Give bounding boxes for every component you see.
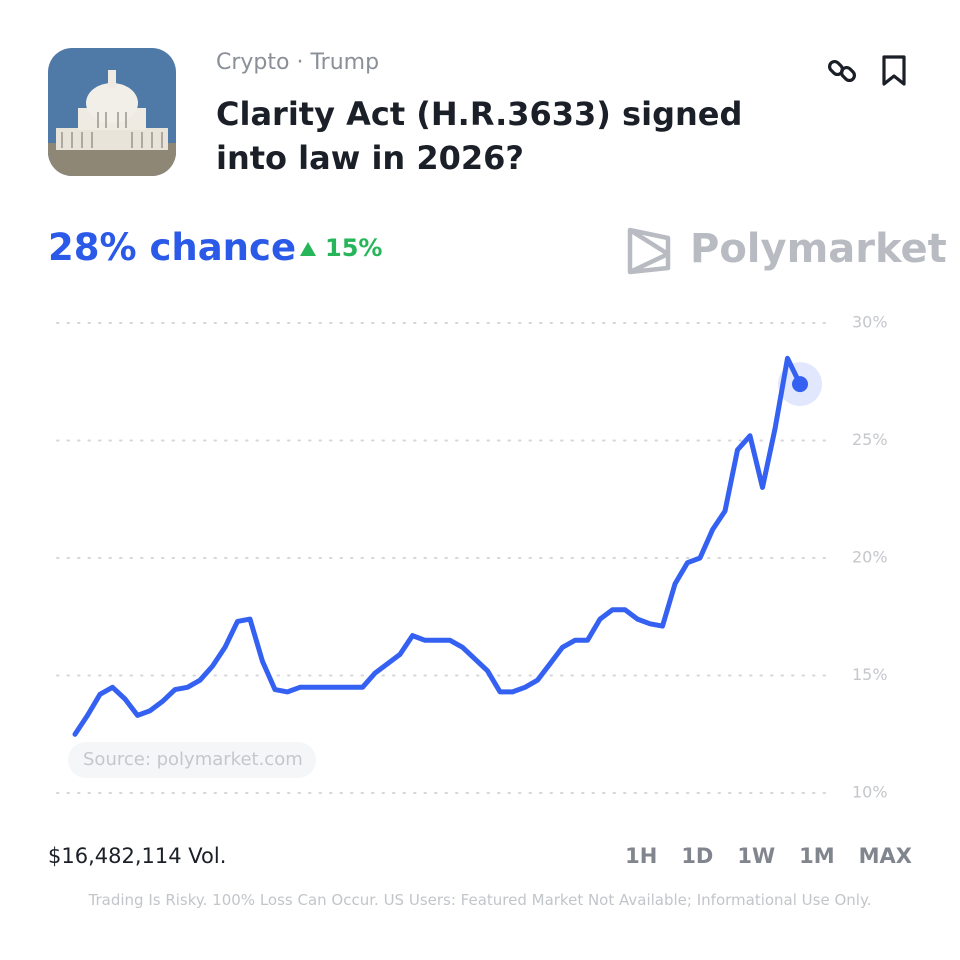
market-image <box>48 48 176 176</box>
brand-logo <box>627 227 671 275</box>
y-tick-label: 10% <box>852 783 888 802</box>
range-button[interactable]: 1H <box>625 844 658 868</box>
volume: $16,482,114 Vol. <box>48 844 227 868</box>
change: 15% <box>325 234 383 262</box>
up-arrow <box>300 242 316 256</box>
price-line <box>72 355 803 737</box>
market-tags: Crypto · Trump <box>216 50 380 75</box>
range-button[interactable]: MAX <box>858 844 912 868</box>
disclaimer: Trading Is Risky. 100% Loss Can Occur. U… <box>88 891 872 909</box>
range-buttons: 1H 1D 1W 1M MAX <box>625 844 912 868</box>
current-point <box>792 376 808 393</box>
brand: Polymarket <box>690 226 947 272</box>
y-tick-label: 15% <box>852 665 888 684</box>
market-title: Clarity Act (H.R.3633) signed into law i… <box>216 95 743 177</box>
range-button[interactable]: 1M <box>799 844 835 868</box>
y-tick-label: 20% <box>852 548 888 567</box>
chart: Source: polymarket.com 10% 15% 20% 25% 30% <box>56 313 888 802</box>
source: Source: polymarket.com <box>83 749 303 770</box>
y-tick-label: 25% <box>852 430 888 449</box>
bookmark-icon[interactable] <box>880 54 910 88</box>
range-button[interactable]: 1W <box>737 844 776 868</box>
chance: 28% chance <box>48 226 297 269</box>
source-badge <box>68 742 316 778</box>
link-icon[interactable] <box>826 54 860 88</box>
y-tick-label: 30% <box>852 313 888 332</box>
range-button[interactable]: 1D <box>681 844 714 868</box>
